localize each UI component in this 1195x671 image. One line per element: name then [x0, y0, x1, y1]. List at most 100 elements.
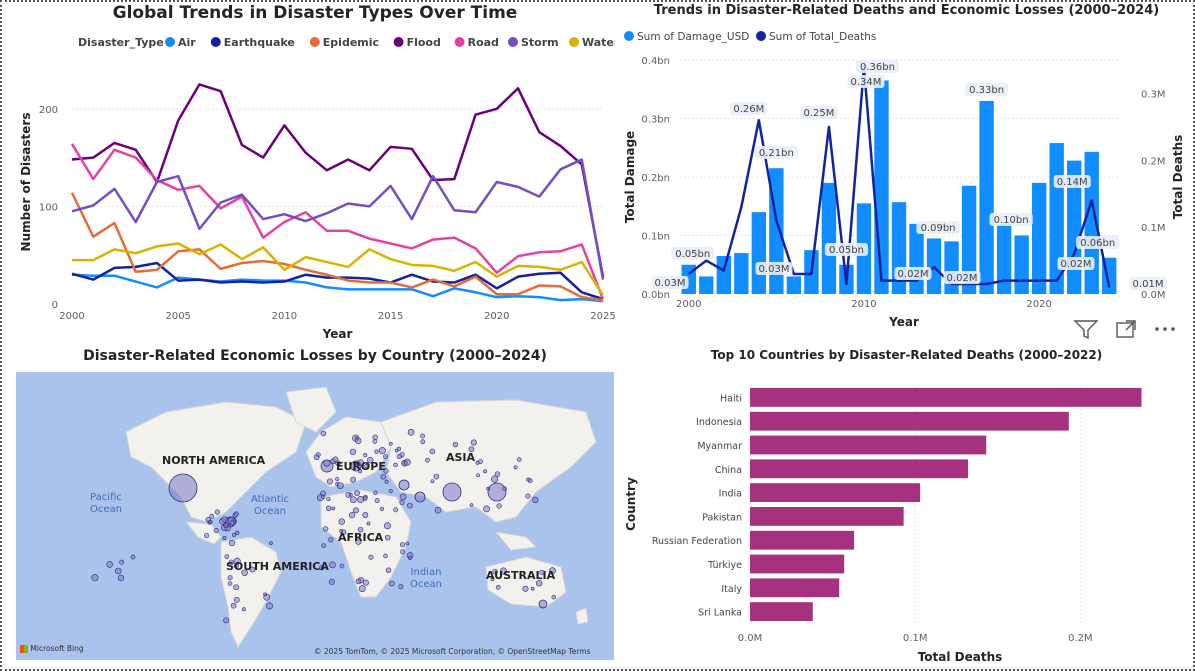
country-bubble [106, 561, 113, 568]
legend-marker [454, 37, 465, 47]
country-bubble [338, 518, 345, 525]
legend-marker [210, 37, 221, 47]
combo-chart-svg: Sum of Damage_USD Sum of Total_Deaths 0.0… [623, 31, 1185, 329]
country-label: Myanmar [697, 441, 742, 452]
country-bubble [353, 507, 359, 514]
data-label-bg [671, 246, 715, 260]
world-map[interactable]: NORTH AMERICA EUROPE ASIA AFRICA SOUTH A… [16, 372, 614, 660]
y-axis-title: Number of Disasters [19, 113, 33, 252]
country-bubble [357, 526, 364, 533]
country-bubble [168, 473, 198, 503]
country-bubble [406, 502, 413, 509]
country-bubble [349, 496, 357, 504]
legend-label: Road [468, 36, 499, 49]
y-left-tick-label: 0.0bn [641, 290, 670, 301]
damage-bar [979, 100, 994, 294]
data-label: 0.36bn [860, 62, 895, 73]
legend-marker [165, 37, 175, 47]
top-countries-bar-chart[interactable]: Top 10 Countries by Disaster-Related Dea… [618, 345, 1195, 671]
x-tick-label: 2015 [378, 311, 403, 322]
country-bubble [407, 428, 415, 436]
more-options-icon[interactable] [1151, 318, 1179, 340]
ocean-label: Atlantic Ocean [250, 494, 290, 517]
country-label: China [715, 465, 742, 476]
series-line-water [72, 242, 605, 296]
deaths-losses-combo-chart[interactable]: Trends in Disaster-Related Deaths and Ec… [618, 0, 1195, 345]
data-label-bg [847, 75, 885, 88]
country-bubble [233, 519, 237, 524]
country-bubble [204, 533, 210, 539]
country-bubble [241, 607, 246, 612]
legend-title: Disaster_Type [78, 36, 164, 49]
filter-icon[interactable] [1073, 318, 1099, 340]
damage-bar [1014, 235, 1029, 294]
country-bubble [494, 471, 501, 477]
country-bubble [319, 565, 325, 571]
map-bubbles[interactable] [91, 428, 556, 624]
country-bubble [516, 457, 522, 462]
country-bubble [476, 473, 481, 478]
line-chart-svg: Disaster_Type Air Earthquake Epidemic Flood R… [19, 36, 615, 341]
data-label: 0.02M [947, 273, 978, 284]
data-label: 0.14M [1057, 177, 1088, 188]
country-bubble [213, 527, 219, 534]
country-bubble [233, 511, 239, 517]
data-label: 0.10bn [994, 215, 1029, 226]
country-bubble [379, 506, 385, 512]
legend-marker [756, 31, 766, 41]
data-label-bg [1057, 257, 1095, 270]
damage-bar [786, 276, 802, 294]
data-label: 0.05bn [829, 245, 864, 256]
country-bubble [232, 533, 236, 537]
damage-bar [874, 80, 889, 294]
country-bubble [500, 567, 507, 575]
country-bubble [348, 492, 353, 497]
continent-label: NORTH AMERICA [162, 454, 266, 467]
country-bubble [223, 522, 229, 529]
country-bubble [336, 482, 344, 490]
country-bubble [383, 454, 388, 460]
x-tick-label: 2000 [59, 311, 84, 322]
focus-mode-icon[interactable] [1114, 318, 1138, 340]
y-right-axis-title: Total Deaths [1171, 135, 1185, 220]
country-bar [750, 459, 969, 479]
country-bubble [235, 530, 240, 535]
economic-losses-map[interactable]: Disaster-Related Economic Losses by Coun… [0, 345, 618, 671]
series-line-epidemic [70, 192, 604, 302]
country-bubble [358, 585, 366, 593]
x-tick-label: 2020 [484, 311, 509, 322]
data-label-bg [754, 146, 798, 159]
country-bubble [483, 505, 490, 513]
country-bubble [241, 569, 248, 576]
y-left-tick-label: 0.3bn [641, 115, 670, 126]
country-bubble [363, 453, 368, 458]
y-right-tick-label: 0.3M [1141, 89, 1166, 100]
country-bubble [224, 554, 230, 559]
country-bubble [321, 543, 326, 548]
continent-label: SOUTH AMERICA [226, 560, 329, 573]
y-left-axis-title: Total Damage [623, 131, 637, 223]
country-bubble [329, 561, 336, 569]
data-label: 0.01M [1133, 279, 1164, 290]
country-bubble [470, 439, 477, 446]
damage-bar [699, 276, 714, 294]
data-label: 0.06bn [1080, 238, 1115, 249]
map-attribution[interactable]: © 2025 TomTom, © 2025 Microsoft Corporat… [314, 647, 591, 656]
country-bubble [380, 474, 387, 480]
country-bubble [335, 476, 340, 482]
country-bubble [384, 479, 389, 484]
country-bubble [223, 617, 230, 624]
data-label: 0.25M [803, 108, 834, 119]
country-bubble [349, 448, 357, 456]
country-label: Indonesia [696, 417, 742, 428]
disaster-types-line-chart[interactable]: Global Trends in Disaster Types Over Tim… [0, 0, 615, 345]
damage-bar [751, 212, 767, 294]
legend-label: Epidemic [323, 36, 379, 49]
country-bubble [393, 507, 399, 513]
country-bubble [399, 493, 407, 501]
series-line-storm [71, 158, 605, 280]
country-bubble [249, 566, 256, 573]
country-bubble [389, 580, 395, 587]
x-tick-label: 2000 [676, 299, 701, 310]
country-bubble [400, 549, 406, 555]
